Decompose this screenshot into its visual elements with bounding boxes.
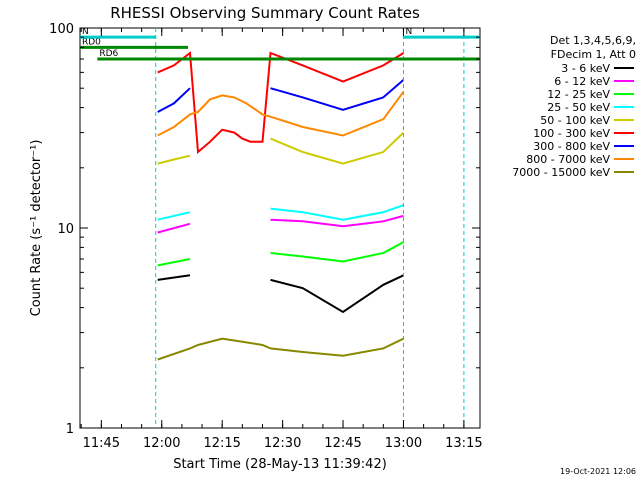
x-tick-label: 12:45 [324,436,361,451]
x-tick-label: 13:00 [385,436,422,451]
plot-area [79,27,481,429]
series-line [270,214,404,228]
marker-label: N [405,27,412,37]
plot-frame [79,27,481,429]
series-line [157,87,191,113]
legend-entry-label: 25 - 50 keV [547,101,610,114]
legend-header-line: FDecim 1, Att 0 [551,48,636,61]
chart-title: RHESSI Observing Summary Count Rates [110,4,420,22]
annotation-layer: RD0 RD6 N N [80,27,480,428]
legend-entry-label: 100 - 300 keV [533,127,610,140]
x-tick-label: 12:15 [203,436,240,451]
series-line [157,51,405,155]
series-layer [157,51,405,361]
x-tick-label: 12:00 [143,436,180,451]
marker-label: N [82,27,89,37]
series-line [157,222,191,234]
series-line [270,274,404,314]
y-tick-label: 100 [49,22,74,37]
legend-entry-label: 800 - 7000 keV [526,153,610,166]
legend-entry-label: 7000 - 15000 keV [512,166,610,179]
series-line [157,274,191,281]
y-axis-label: Count Rate (s⁻¹ detector⁻¹) [29,140,44,317]
legend-entry-label: 50 - 100 keV [540,114,610,127]
axis-layer: 11:45 12:00 12:15 12:30 12:45 13:00 13:15 1 10 10… [49,22,482,451]
footer-timestamp: 19-Oct-2021 12:06 [560,467,636,476]
series-line [157,91,405,137]
legend-entry-label: 12 - 25 keV [547,88,610,101]
legend-header-line: Det 1,3,4,5,6,9, [550,34,636,47]
legend-entry-label: 3 - 6 keV [561,62,610,75]
y-tick-label: 10 [57,222,74,237]
series-line [270,241,404,263]
marker-label: RD6 [99,49,118,59]
x-axis-label: Start Time (28-May-13 11:39:42) [173,457,387,472]
series-line [270,79,405,111]
series-line [157,154,191,165]
series-line [157,258,191,267]
x-tick-label: 13:15 [445,436,482,451]
x-tick-label: 12:30 [264,436,301,451]
legend: Det 1,3,4,5,6,9,FDecim 1, Att 03 - 6 keV… [512,34,636,179]
legend-entry-label: 300 - 800 keV [533,140,610,153]
series-line [157,211,191,221]
series-line [157,337,404,361]
x-tick-label: 11:45 [83,436,120,451]
marker-label: RD0 [82,37,101,47]
legend-entry-label: 6 - 12 keV [554,75,610,88]
series-line [270,204,404,221]
series-line [270,131,405,165]
y-tick-label: 1 [66,422,74,437]
